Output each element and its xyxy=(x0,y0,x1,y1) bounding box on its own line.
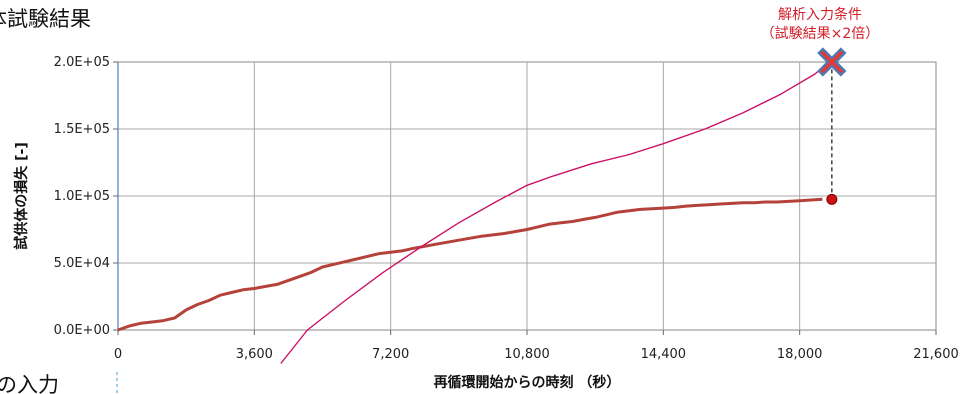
x-tick-label: 0 xyxy=(114,347,122,362)
y-tick-label: 1.5E+05 xyxy=(54,122,110,137)
y-tick-label: 1.0E+05 xyxy=(54,189,110,204)
series-layer xyxy=(117,62,831,364)
side-text-fragment: の入力 xyxy=(0,373,59,394)
series-1-line xyxy=(117,197,823,332)
x-tick-label: 7,200 xyxy=(372,347,409,362)
x-axis-title: 再循環開始からの時刻 （秒） xyxy=(434,374,621,391)
y-tick-label: 2.0E+05 xyxy=(54,55,110,70)
series-2-line xyxy=(280,62,831,364)
x-axis-ticks: 0 3,600 7,200 10,800 14,400 18,000 21,600 xyxy=(114,330,959,362)
x-tick-label: 18,000 xyxy=(777,347,823,362)
plot-area: 0.0E+00 5.0E+04 1.0E+05 1.5E+05 2.0E+05 0 3,6… xyxy=(54,47,959,364)
end-point-marker xyxy=(826,193,838,205)
y-tick-label: 0.0E+00 xyxy=(54,323,110,338)
x-tick-label: 3,600 xyxy=(236,347,273,362)
annotation-line-1: 解析入力条件 xyxy=(778,6,862,23)
y-tick-label: 5.0E+04 xyxy=(54,256,110,271)
y-axis-ticks: 0.0E+00 5.0E+04 1.0E+05 1.5E+05 2.0E+05 xyxy=(54,55,118,338)
cross-core xyxy=(820,50,844,74)
marker-layer xyxy=(817,47,847,205)
cross-point-marker xyxy=(817,47,847,77)
x-tick-label: 21,600 xyxy=(913,347,959,362)
y-axis-title: 試供体の損失 [-] xyxy=(13,142,30,249)
x-tick-label: 10,800 xyxy=(504,347,550,362)
x-tick-label: 14,400 xyxy=(641,347,687,362)
annotation-line-2: （試験結果×2倍） xyxy=(761,26,880,42)
chart-header-fragment: 体試験結果 xyxy=(0,7,91,31)
